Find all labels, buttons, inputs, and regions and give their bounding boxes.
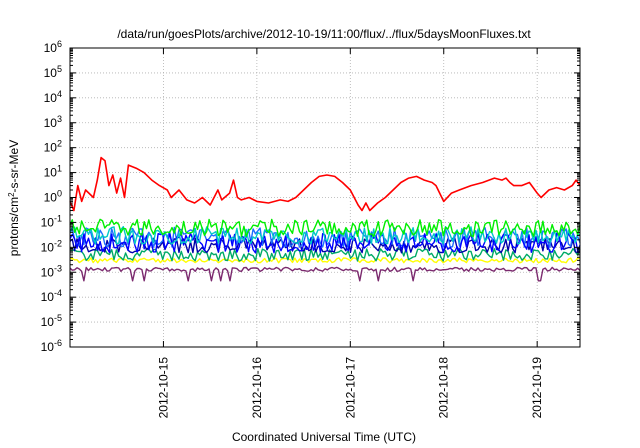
series-line <box>69 156 581 212</box>
series-line <box>69 247 581 262</box>
y-tick-label: 101 <box>44 164 62 180</box>
y-tick-label: 10-4 <box>41 288 62 304</box>
y-tick-label: 10-3 <box>41 263 62 279</box>
y-tick-label: 103 <box>44 114 62 130</box>
series-line <box>69 232 581 254</box>
x-tick-label: 2012-10-18 <box>437 357 451 419</box>
y-axis-label: protons/cm2-s-sr-MeV <box>7 140 22 256</box>
y-tick-label: 10-5 <box>41 313 62 329</box>
y-label-suffix: -s-sr-MeV <box>7 140 21 193</box>
series-line <box>69 257 581 264</box>
y-label-superscript: 2 <box>7 192 16 197</box>
y-tick-label: 106 <box>44 39 62 55</box>
x-tick-label: 2012-10-15 <box>156 357 170 419</box>
x-tick-label: 2012-10-19 <box>530 357 544 419</box>
y-tick-label: 10-6 <box>41 338 62 354</box>
y-tick-label: 100 <box>44 189 62 205</box>
grid-lines <box>70 47 580 348</box>
y-label-prefix: protons/cm <box>7 197 21 256</box>
y-tick-label: 104 <box>44 89 62 105</box>
series-line <box>69 218 581 238</box>
series-line <box>69 226 581 245</box>
y-axis: 10-6 10-5 10-4 10-3 10-2 10-1 100 101 102 103 104 1… <box>41 39 580 354</box>
data-series <box>69 156 581 282</box>
y-tick-label: 102 <box>44 139 62 155</box>
x-tick-label: 2012-10-17 <box>343 357 357 419</box>
x-axis: 2012-10-15 2012-10-16 2012-10-17 2012-10-18… <box>156 48 544 418</box>
y-tick-label: 10-1 <box>41 213 62 229</box>
chart-title: /data/run/goesPlots/archive/2012-10-19/1… <box>117 27 531 41</box>
y-tick-label: 10-2 <box>41 238 62 254</box>
y-tick-label: 105 <box>44 64 62 80</box>
x-tick-label: 2012-10-16 <box>250 357 264 419</box>
series-line <box>69 266 581 282</box>
x-axis-label: Coordinated Universal Time (UTC) <box>232 430 416 444</box>
